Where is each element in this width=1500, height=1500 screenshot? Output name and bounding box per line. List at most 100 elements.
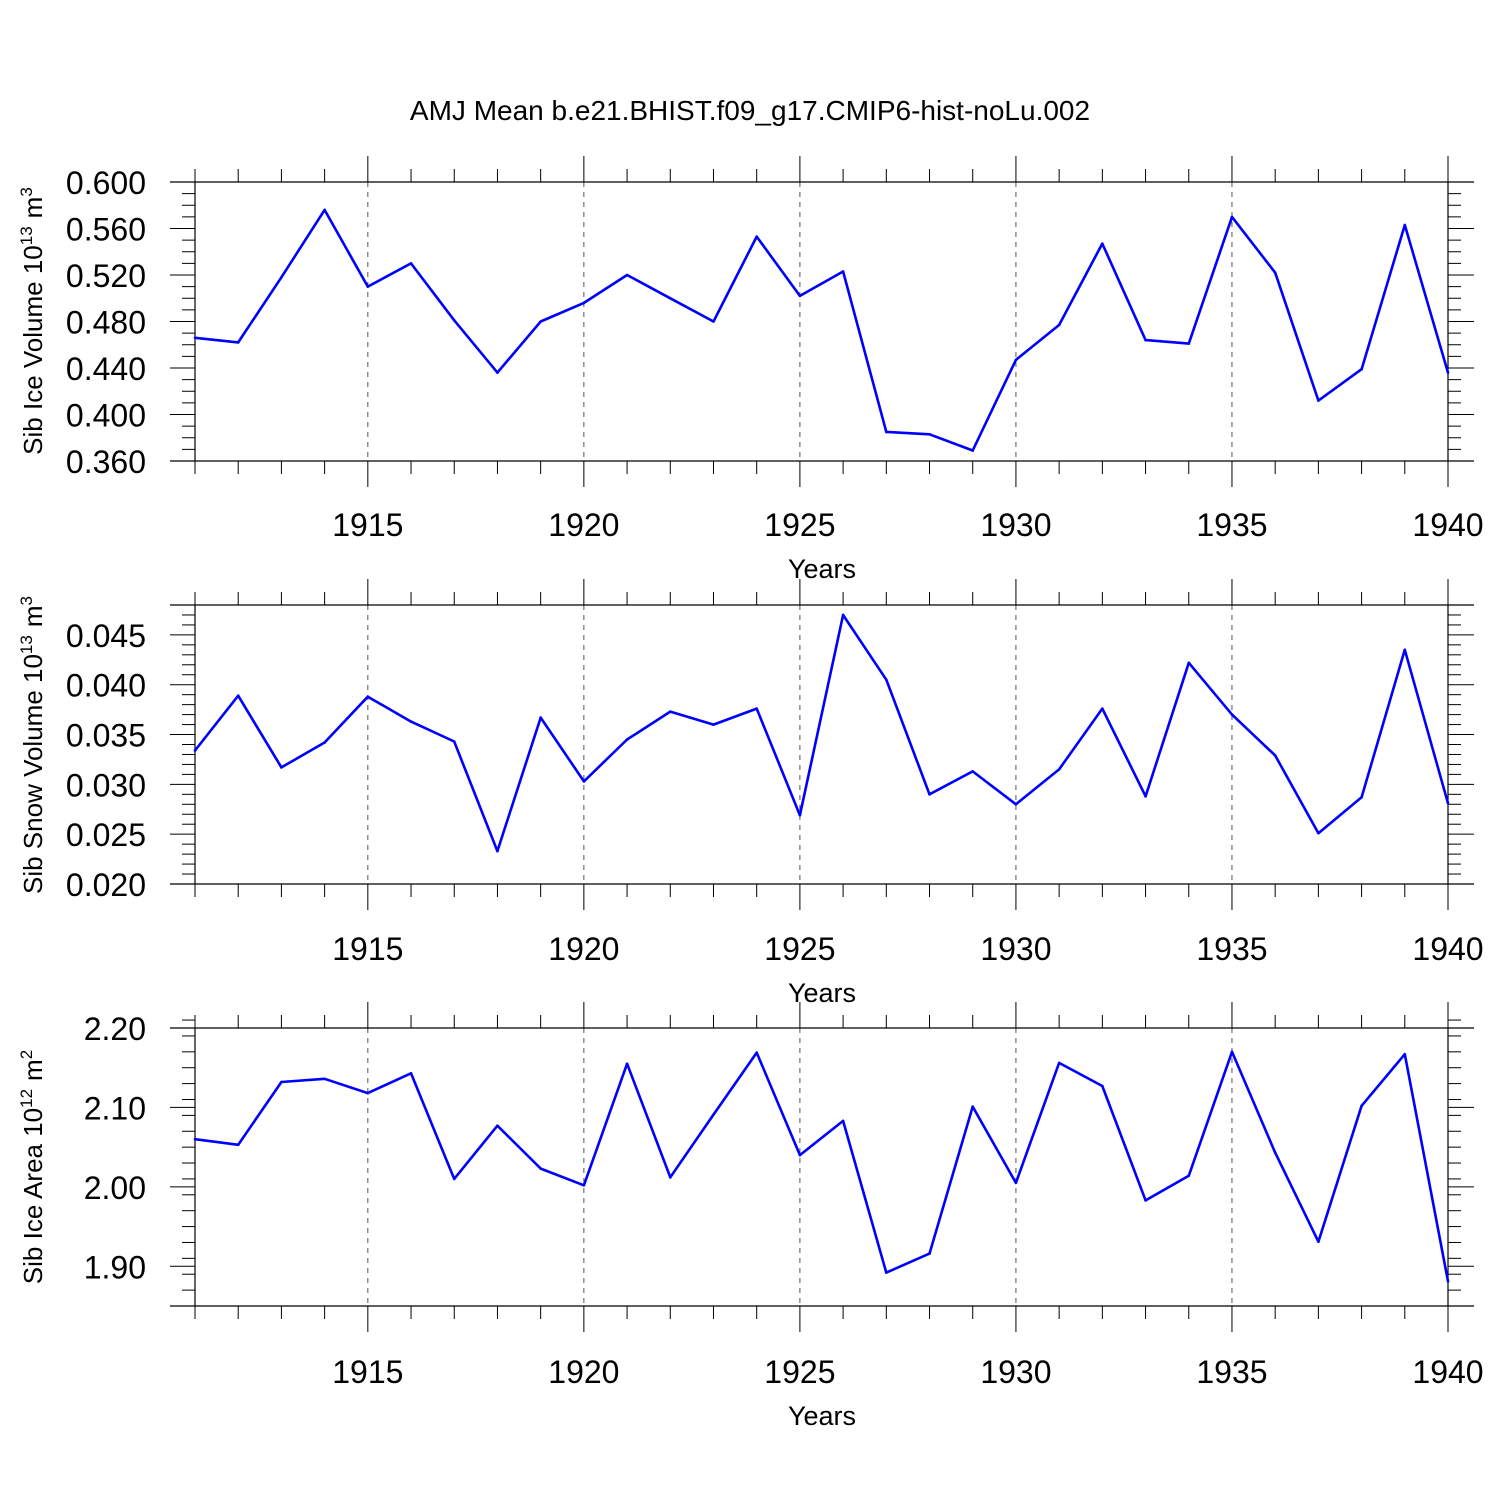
data-point	[712, 1113, 715, 1116]
data-point	[1187, 1174, 1191, 1178]
y-axis-label: Sib Ice Volume 1013 m3	[17, 187, 48, 455]
data-point	[885, 430, 888, 434]
data-point	[1101, 1084, 1104, 1088]
data-point	[323, 1077, 326, 1081]
y-axis-label-unit-exponent: 3	[17, 187, 36, 196]
data-point	[1273, 1151, 1277, 1155]
data-point	[885, 1271, 888, 1274]
data-point	[496, 371, 499, 374]
data-point	[841, 613, 845, 617]
data-point	[1317, 1240, 1320, 1243]
data-point	[452, 319, 456, 322]
data-point	[1403, 648, 1407, 652]
data-point	[582, 780, 586, 783]
data-point	[452, 1177, 456, 1181]
x-tick-label: 1920	[548, 931, 619, 967]
x-axis-label: Years	[788, 978, 856, 1008]
x-tick-label: 1935	[1196, 507, 1267, 543]
data-point	[236, 1143, 240, 1147]
x-tick-label: 1930	[980, 507, 1051, 543]
data-point	[409, 720, 413, 723]
data-point	[1273, 271, 1277, 274]
data-point	[1360, 1104, 1363, 1108]
data-point	[971, 770, 975, 773]
data-point	[496, 1124, 499, 1127]
data-point	[1230, 215, 1234, 219]
data-point	[323, 208, 326, 212]
x-tick-label: 1920	[548, 507, 619, 543]
data-point	[971, 449, 975, 452]
data-point	[755, 235, 758, 238]
chart-title: AMJ Mean b.e21.BHIST.f09_g17.CMIP6-hist-…	[410, 95, 1090, 126]
data-point	[193, 749, 197, 752]
y-tick-label: 0.360	[66, 444, 146, 480]
data-point	[1187, 342, 1191, 345]
data-point	[539, 1167, 542, 1170]
data-point	[1144, 795, 1147, 798]
y-tick-label: 0.045	[66, 618, 146, 654]
data-point	[798, 294, 802, 298]
y-tick-label: 0.025	[66, 817, 146, 853]
data-point	[280, 766, 283, 769]
x-tick-label: 1940	[1412, 1354, 1483, 1390]
data-point	[885, 678, 888, 682]
data-point	[1403, 1052, 1407, 1056]
y-tick-label: 1.90	[84, 1249, 146, 1285]
data-point	[1144, 1199, 1147, 1202]
y-tick-label: 2.20	[84, 1011, 146, 1047]
chart-panel-2: 0.020 0.025 0.030 0.035 0.040 0.045 1915 1920 19…	[17, 579, 1484, 1008]
y-axis-label-unit: m	[18, 605, 48, 627]
data-point	[712, 723, 715, 726]
x-tick-label: 1940	[1412, 507, 1483, 543]
data-point	[668, 710, 672, 713]
x-tick-label: 1915	[332, 1354, 403, 1390]
y-axis-label-unit: m	[18, 197, 48, 219]
x-tick-label: 1920	[548, 1354, 619, 1390]
data-point	[1101, 707, 1104, 710]
x-tick-label: 1940	[1412, 931, 1483, 967]
y-axis-label-text: Sib Snow Volume 10	[18, 654, 48, 894]
data-point	[193, 336, 197, 340]
data-point	[625, 738, 629, 741]
data-point	[928, 1252, 931, 1255]
data-point	[452, 740, 456, 743]
y-axis-label-unit: m	[18, 1059, 48, 1081]
y-tick-label: 0.560	[66, 212, 146, 248]
data-point	[496, 849, 499, 853]
y-tick-label: 0.480	[66, 305, 146, 341]
y-axis-label-unit-exponent: 2	[17, 1050, 36, 1059]
data-point	[1446, 801, 1450, 805]
data-point	[841, 270, 845, 273]
data-point	[1187, 661, 1191, 665]
data-point	[841, 1119, 845, 1123]
data-point	[1057, 768, 1061, 771]
data-point	[366, 695, 370, 698]
data-point	[625, 273, 629, 277]
data-point	[323, 741, 326, 744]
data-point	[1230, 713, 1234, 716]
data-point	[366, 285, 370, 288]
data-point	[366, 1091, 370, 1095]
y-axis-label-text: Sib Ice Area 10	[18, 1108, 48, 1284]
x-tick-label: 1925	[764, 507, 835, 543]
data-point	[971, 1105, 975, 1108]
data-point	[798, 813, 802, 817]
data-point	[1101, 242, 1104, 245]
data-point	[928, 793, 931, 796]
data-point	[280, 276, 283, 279]
x-tick-label: 1915	[332, 931, 403, 967]
y-tick-label: 0.520	[66, 258, 146, 294]
x-tick-label: 1925	[764, 1354, 835, 1390]
x-tick-label: 1930	[980, 931, 1051, 967]
y-tick-label: 0.035	[66, 718, 146, 754]
series-line	[194, 1050, 1450, 1282]
data-point	[193, 1137, 197, 1141]
series-line	[194, 208, 1450, 452]
y-tick-label: 0.400	[66, 398, 146, 434]
data-point	[409, 1071, 413, 1075]
data-point	[539, 320, 542, 323]
data-point	[625, 1062, 629, 1066]
y-axis-label: Sib Ice Area 1012 m2	[17, 1050, 48, 1284]
